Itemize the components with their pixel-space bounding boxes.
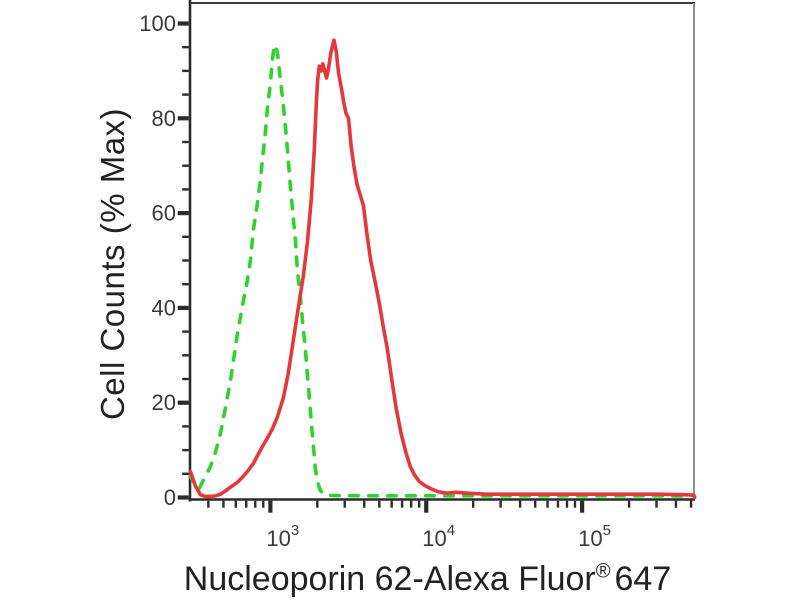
y-tick-label: 0 xyxy=(164,485,176,510)
y-tick-label: 40 xyxy=(152,295,176,320)
x-tick-label: 103 xyxy=(266,522,299,551)
series-green-dashed-curve xyxy=(188,42,691,498)
x-axis-title-main: Nucleoporin 62-Alexa Fluor xyxy=(183,560,596,598)
y-axis-title: Cell Counts (% Max) xyxy=(94,107,131,421)
x-axis-title: Nucleoporin 62-Alexa Fluor® 647 xyxy=(165,560,690,599)
y-tick-label: 100 xyxy=(139,11,176,36)
y-tick-label: 60 xyxy=(152,201,176,226)
y-tick-label: 80 xyxy=(152,106,176,131)
x-axis-title-suffix: 647 xyxy=(614,560,672,598)
series-red-solid-curve xyxy=(188,38,697,500)
y-tick-label: 20 xyxy=(152,390,176,415)
x-tick-label: 105 xyxy=(578,522,611,551)
registered-trademark-symbol: ® xyxy=(595,560,611,583)
x-tick-label: 104 xyxy=(422,522,455,551)
